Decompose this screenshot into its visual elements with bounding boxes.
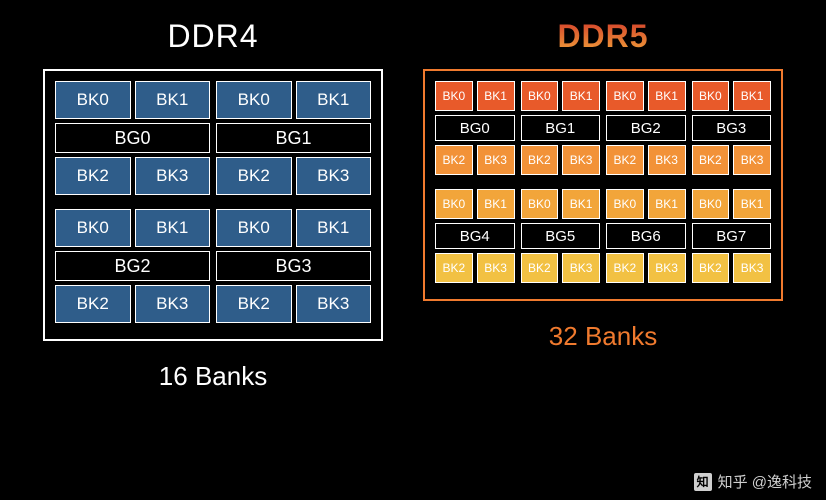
ddr5-bk: BK1 [477,189,515,219]
ddr4-bk: BK0 [55,209,131,247]
ddr4-bk: BK1 [135,81,211,119]
ddr4-bg-label: BG2 [55,251,210,281]
ddr5-bg4: BK0 BK1 BG4 BK2 BK3 [435,189,515,283]
ddr4-bk: BK2 [216,285,292,323]
ddr5-bg-label: BG5 [521,223,601,249]
ddr4-bg2: BK0 BK1 BG2 BK2 BK3 [55,209,210,323]
ddr4-bg3: BK0 BK1 BG3 BK2 BK3 [216,209,371,323]
ddr5-row-bottom: BK0 BK1 BG4 BK2 BK3 BK0 BK1 BG5 [435,189,771,283]
ddr4-bk: BK0 [216,209,292,247]
ddr-diagram: DDR4 BK0 BK1 BG0 BK2 BK3 BK0 [0,0,826,392]
ddr5-bg6: BK0 BK1 BG6 BK2 BK3 [606,189,686,283]
ddr4-bk: BK0 [55,81,131,119]
ddr5-bg0: BK0 BK1 BG0 BK2 BK3 [435,81,515,175]
ddr5-bg7: BK0 BK1 BG7 BK2 BK3 [692,189,772,283]
ddr5-bg-label: BG1 [521,115,601,141]
ddr5-bk: BK2 [435,145,473,175]
ddr5-bk: BK3 [648,253,686,283]
ddr5-bk: BK3 [562,253,600,283]
ddr5-bk: BK1 [733,81,771,111]
ddr5-bk: BK2 [521,253,559,283]
ddr5-bg-label: BG2 [606,115,686,141]
ddr4-bg1: BK0 BK1 BG1 BK2 BK3 [216,81,371,195]
ddr4-bk: BK2 [55,285,131,323]
ddr4-bk: BK3 [135,285,211,323]
ddr5-bg5: BK0 BK1 BG5 BK2 BK3 [521,189,601,283]
ddr4-bg-label: BG3 [216,251,371,281]
ddr4-bk: BK3 [296,285,372,323]
ddr4-bg-label: BG0 [55,123,210,153]
ddr5-bk: BK0 [692,189,730,219]
ddr5-bk: BK2 [606,145,644,175]
ddr5-bk: BK1 [562,81,600,111]
ddr5-bg-label: BG4 [435,223,515,249]
ddr4-row-bottom: BK0 BK1 BG2 BK2 BK3 BK0 BK1 BG3 [55,209,371,323]
ddr4-bk: BK2 [55,157,131,195]
ddr5-bg3: BK0 BK1 BG3 BK2 BK3 [692,81,772,175]
ddr4-title: DDR4 [167,18,258,55]
ddr5-bk: BK0 [435,81,473,111]
watermark: 知 知乎 @逸科技 [694,471,812,492]
ddr5-bg-label: BG3 [692,115,772,141]
ddr5-bk: BK0 [692,81,730,111]
ddr4-bk: BK3 [135,157,211,195]
ddr5-bk: BK1 [477,81,515,111]
ddr4-bk: BK3 [296,157,372,195]
ddr5-bk: BK0 [521,189,559,219]
ddr5-bk: BK2 [692,145,730,175]
ddr4-bk: BK2 [216,157,292,195]
ddr5-bk: BK0 [435,189,473,219]
ddr5-bk: BK1 [648,81,686,111]
ddr5-bg-label: BG6 [606,223,686,249]
ddr5-bk: BK3 [733,253,771,283]
ddr4-bk: BK1 [296,209,372,247]
ddr4-bk: BK1 [296,81,372,119]
ddr5-bk: BK2 [435,253,473,283]
ddr5-bk: BK3 [562,145,600,175]
ddr5-bg1: BK0 BK1 BG1 BK2 BK3 [521,81,601,175]
ddr4-panel: BK0 BK1 BG0 BK2 BK3 BK0 BK1 BG1 [43,69,383,341]
ddr4-bg0: BK0 BK1 BG0 BK2 BK3 [55,81,210,195]
ddr5-bk: BK2 [521,145,559,175]
ddr5-bk: BK1 [562,189,600,219]
ddr5-bg-label: BG7 [692,223,772,249]
ddr5-bk: BK0 [606,81,644,111]
ddr5-footer: 32 Banks [549,321,657,352]
watermark-text: 知乎 @逸科技 [718,471,812,492]
ddr5-bk: BK3 [648,145,686,175]
ddr4-bk: BK1 [135,209,211,247]
ddr5-panel: BK0 BK1 BG0 BK2 BK3 BK0 BK1 BG1 [423,69,783,301]
ddr5-bk: BK2 [606,253,644,283]
ddr5-bk: BK0 [606,189,644,219]
ddr5-bg2: BK0 BK1 BG2 BK2 BK3 [606,81,686,175]
ddr4-footer: 16 Banks [159,361,267,392]
ddr4-column: DDR4 BK0 BK1 BG0 BK2 BK3 BK0 [43,18,383,392]
ddr5-bk: BK3 [477,253,515,283]
ddr5-column: DDR5 BK0 BK1 BG0 BK2 BK3 BK0 [423,18,783,392]
ddr5-bk: BK2 [692,253,730,283]
ddr4-bg-label: BG1 [216,123,371,153]
ddr5-title: DDR5 [557,18,648,55]
ddr4-bk: BK0 [216,81,292,119]
ddr5-bk: BK1 [733,189,771,219]
ddr5-bg-label: BG0 [435,115,515,141]
ddr5-bk: BK3 [477,145,515,175]
ddr5-row-top: BK0 BK1 BG0 BK2 BK3 BK0 BK1 BG1 [435,81,771,175]
zhihu-icon: 知 [694,473,712,491]
ddr4-row-top: BK0 BK1 BG0 BK2 BK3 BK0 BK1 BG1 [55,81,371,195]
ddr5-bk: BK3 [733,145,771,175]
ddr5-bk: BK0 [521,81,559,111]
ddr5-bk: BK1 [648,189,686,219]
